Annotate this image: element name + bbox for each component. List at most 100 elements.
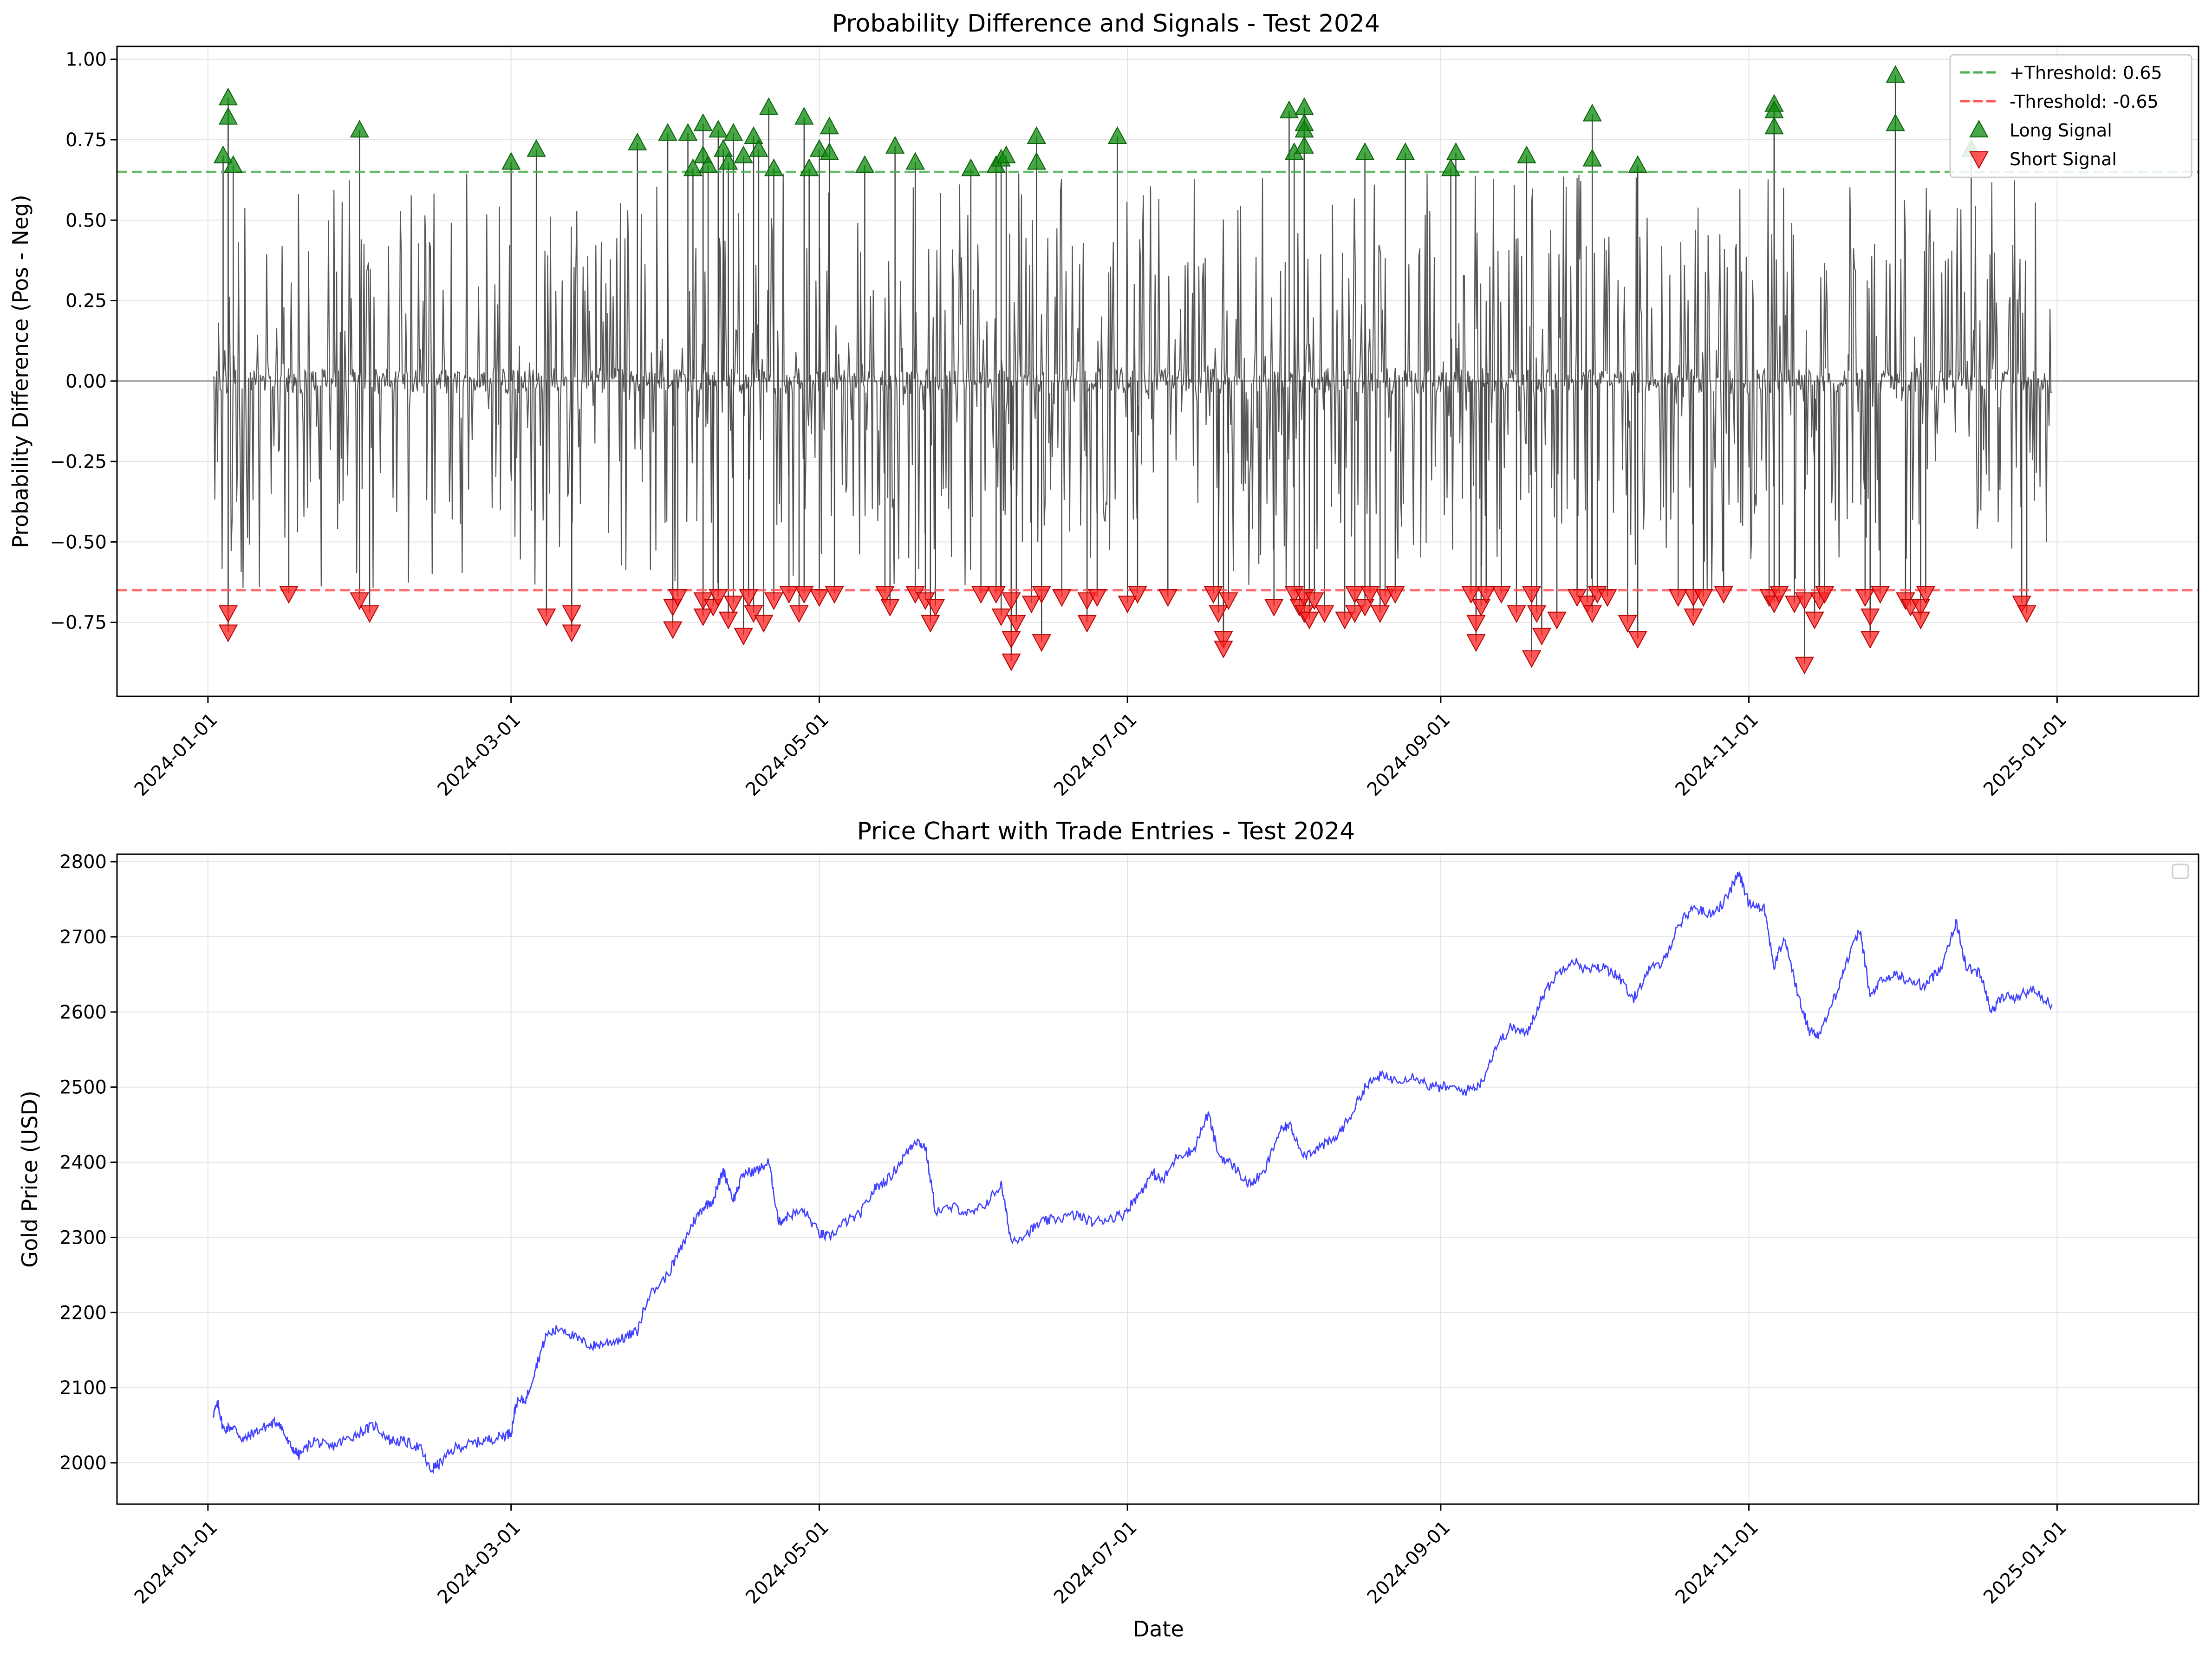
- short-signal-marker: [1693, 589, 1713, 607]
- short-signal-marker: [1491, 586, 1511, 604]
- y-tick-label: 1.00: [65, 49, 107, 71]
- short-signal-marker: [562, 624, 581, 643]
- probability-chart-legend: +Threshold: 0.65 -Threshold: -0.65 Long Si…: [1949, 54, 2192, 178]
- legend-swatch: [1969, 151, 1989, 169]
- short-signal-marker: [218, 605, 238, 623]
- long-signal-marker: [855, 155, 875, 173]
- long-signal-marker: [800, 158, 819, 176]
- legend-label: -Threshold: -0.65: [2010, 91, 2159, 112]
- short-signal-marker: [1805, 611, 1824, 630]
- long-signal-marker: [709, 120, 728, 138]
- long-signal-marker: [1279, 100, 1299, 118]
- price-chart-y-ticks: 2000 2100 2200 2300 2400 2500 2600 2700 2800: [59, 851, 117, 1474]
- short-signal-marker: [1002, 592, 1021, 610]
- short-signal-marker: [1360, 586, 1380, 604]
- short-signal-marker: [1861, 608, 1880, 626]
- y-tick-label: 2100: [59, 1377, 107, 1399]
- y-tick-label: −0.25: [50, 451, 107, 473]
- long-signal-marker: [628, 132, 647, 150]
- legend-label: Long Signal: [2010, 120, 2112, 141]
- y-tick-label: 2200: [59, 1302, 107, 1324]
- y-tick-label: −0.75: [50, 612, 107, 634]
- short-signal-marker: [1355, 598, 1375, 617]
- short-signal-marker: [1204, 586, 1223, 604]
- short-signal-marker: [809, 589, 829, 607]
- long-signal-marker: [961, 158, 981, 176]
- short-signal-marker: [1021, 596, 1041, 614]
- short-signal-marker: [1077, 592, 1097, 610]
- long-signal-marker: [744, 126, 763, 144]
- short-signal-marker: [1345, 605, 1365, 623]
- long-signal-marker: [1446, 142, 1466, 160]
- price-chart-grid: [117, 854, 2199, 1504]
- probability-chart-title: Probability Difference and Signals - Tes…: [832, 10, 1380, 38]
- short-signal-marker: [718, 611, 738, 630]
- short-signal-marker: [1345, 586, 1365, 604]
- short-signal-marker: [693, 608, 713, 626]
- price-chart-legend-empty: [2172, 863, 2189, 879]
- short-signal-marker: [1471, 598, 1491, 617]
- short-signal-marker: [764, 592, 784, 610]
- short-signal-marker: [1386, 586, 1405, 604]
- short-signal-marker: [1770, 586, 1789, 604]
- long-signal-marker: [1107, 126, 1127, 144]
- short-signal-marker: [1532, 628, 1552, 646]
- short-signal-marker: [1527, 605, 1547, 623]
- price-chart-x-axis-label: Date: [1133, 1616, 1184, 1642]
- short-signal-marker: [537, 608, 556, 626]
- long-signal-marker: [1582, 149, 1602, 167]
- short-signal-marker: [1461, 586, 1481, 604]
- short-signal-marker: [1219, 592, 1238, 610]
- long-signal-marker: [885, 136, 905, 154]
- short-signal-marker: [1911, 611, 1931, 630]
- long-signal-marker: [905, 152, 925, 170]
- short-signal-marker: [1052, 589, 1072, 607]
- long-signal-marker: [1027, 152, 1047, 170]
- y-tick-label: 0.00: [65, 371, 107, 392]
- y-tick-label: 0.50: [65, 210, 107, 231]
- long-signal-marker: [1027, 126, 1047, 144]
- gold-price-line: [212, 871, 2053, 1474]
- short-signal-marker: [1598, 589, 1617, 607]
- short-signal-marker: [723, 596, 743, 614]
- legend-box: [1949, 54, 2192, 178]
- short-signal-marker: [2017, 605, 2036, 623]
- long-signal-marker: [1517, 145, 1536, 163]
- short-signal-marker: [1032, 634, 1051, 652]
- short-signal-marker: [1118, 596, 1137, 614]
- long-signal-marker: [1295, 136, 1314, 154]
- short-signal-marker: [1335, 611, 1354, 630]
- short-signal-marker: [1375, 589, 1395, 607]
- long-signal-marker: [820, 142, 839, 160]
- short-signal-marker: [734, 628, 753, 646]
- long-signal-marker: [820, 117, 839, 135]
- short-signal-marker: [1507, 605, 1526, 623]
- long-signal-marker: [1582, 104, 1602, 122]
- short-signal-marker: [875, 586, 895, 604]
- short-signal-marker: [779, 586, 799, 604]
- long-signal-marker: [658, 123, 677, 141]
- long-signal-marker: [749, 139, 768, 157]
- short-signal-marker: [1522, 650, 1542, 668]
- short-signal-marker: [1870, 586, 1890, 604]
- y-tick-label: 0.25: [65, 291, 107, 312]
- long-signal-marker: [1355, 142, 1375, 160]
- short-signal-marker: [1628, 631, 1647, 649]
- short-signal-marker: [1466, 634, 1486, 652]
- short-signal-marker: [1305, 592, 1324, 610]
- probability-chart-y-axis-label: Probability Difference (Pos - Neg): [8, 195, 33, 548]
- short-signal-marker: [1077, 615, 1097, 633]
- long-signal-marker: [223, 155, 243, 173]
- short-signal-marker: [1577, 596, 1597, 614]
- short-signal-marker: [350, 592, 369, 610]
- short-signal-marker: [1618, 615, 1638, 633]
- long-signal-marker: [809, 139, 829, 157]
- short-signal-marker: [218, 624, 238, 643]
- short-signal-marker: [1855, 589, 1875, 607]
- short-signal-marker: [1668, 589, 1688, 607]
- short-signal-marker: [1911, 598, 1931, 617]
- long-signal-marker: [693, 113, 713, 131]
- y-tick-label: 2500: [59, 1077, 107, 1098]
- short-signal-marker: [1582, 605, 1602, 623]
